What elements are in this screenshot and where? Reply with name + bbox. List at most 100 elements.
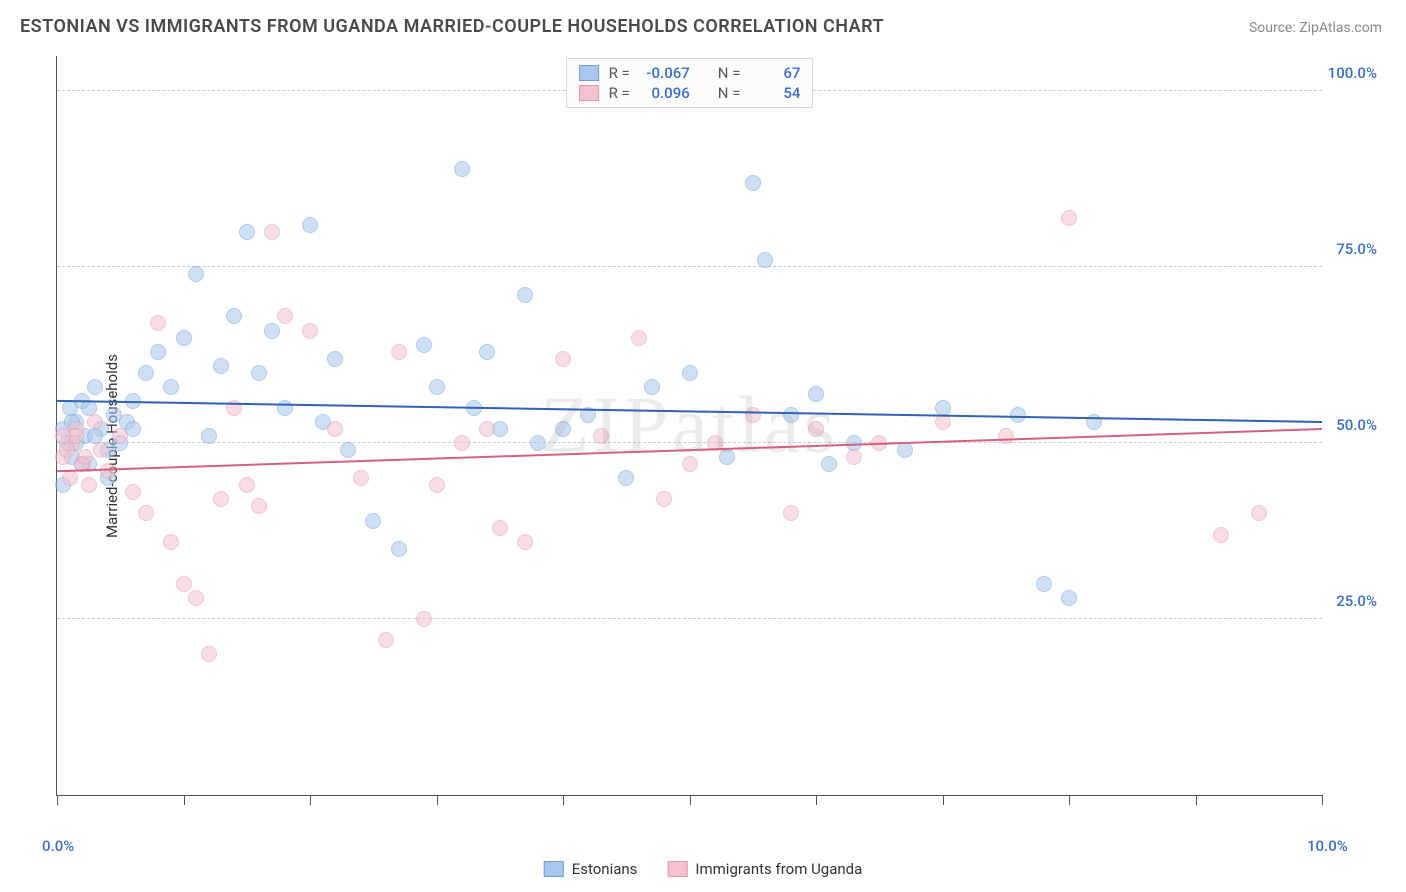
legend-item-series2: Immigrants from Uganda — [667, 860, 862, 878]
y-axis-label: 50.0% — [1336, 416, 1377, 434]
data-point — [93, 442, 109, 458]
stats-legend-box: R = -0.067 N = 67 R = 0.096 N = 54 — [566, 58, 814, 108]
x-axis-label: 10.0% — [1307, 837, 1348, 855]
data-point — [1061, 590, 1077, 606]
data-point — [757, 252, 773, 268]
data-point — [631, 330, 647, 346]
data-point — [745, 407, 761, 423]
chart-header: ESTONIAN VS IMMIGRANTS FROM UGANDA MARRI… — [0, 0, 1406, 45]
data-point — [365, 513, 381, 529]
data-point — [302, 217, 318, 233]
data-point — [656, 491, 672, 507]
x-tick — [57, 795, 58, 805]
data-point — [1251, 505, 1267, 521]
data-point — [201, 428, 217, 444]
x-tick — [563, 795, 564, 805]
data-point — [555, 351, 571, 367]
data-point — [226, 400, 242, 416]
data-point — [340, 442, 356, 458]
data-point — [580, 407, 596, 423]
legend-swatch-2 — [667, 861, 687, 877]
data-point — [783, 505, 799, 521]
data-point — [416, 611, 432, 627]
gridline — [57, 442, 1322, 443]
data-point — [821, 456, 837, 472]
data-point — [125, 484, 141, 500]
data-point — [188, 266, 204, 282]
chart-source: Source: ZipAtlas.com — [1249, 20, 1382, 36]
data-point — [530, 435, 546, 451]
data-point — [935, 414, 951, 430]
data-point — [163, 534, 179, 550]
stat-r-value-2: 0.096 — [640, 84, 690, 102]
data-point — [138, 365, 154, 381]
data-point — [846, 449, 862, 465]
stat-r-label-2: R = — [609, 84, 630, 102]
data-point — [719, 449, 735, 465]
data-point — [239, 477, 255, 493]
data-point — [62, 470, 78, 486]
data-point — [251, 498, 267, 514]
data-point — [479, 421, 495, 437]
data-point — [213, 358, 229, 374]
x-axis-label: 0.0% — [42, 837, 74, 855]
x-tick — [1069, 795, 1070, 805]
data-point — [454, 161, 470, 177]
x-tick — [943, 795, 944, 805]
swatch-series2 — [579, 85, 599, 101]
stat-n-value-2: 54 — [750, 84, 800, 102]
data-point — [264, 323, 280, 339]
data-point — [998, 428, 1014, 444]
data-point — [644, 379, 660, 395]
x-tick — [816, 795, 817, 805]
stats-row-series2: R = 0.096 N = 54 — [579, 83, 801, 103]
data-point — [429, 477, 445, 493]
x-tick — [690, 795, 691, 805]
data-point — [201, 646, 217, 662]
data-point — [416, 337, 432, 353]
data-point — [391, 541, 407, 557]
data-point — [226, 308, 242, 324]
x-tick — [184, 795, 185, 805]
trend-overlay — [57, 56, 1322, 795]
stat-n-label-2: N = — [718, 84, 741, 102]
data-point — [277, 308, 293, 324]
data-point — [125, 393, 141, 409]
data-point — [327, 351, 343, 367]
data-point — [150, 315, 166, 331]
x-tick — [310, 795, 311, 805]
data-point — [1061, 210, 1077, 226]
chart-title: ESTONIAN VS IMMIGRANTS FROM UGANDA MARRI… — [20, 16, 884, 37]
data-point — [783, 407, 799, 423]
data-point — [100, 463, 116, 479]
data-point — [188, 590, 204, 606]
trend-line — [57, 401, 1322, 422]
legend-label-1: Estonians — [572, 860, 638, 878]
data-point — [555, 421, 571, 437]
x-tick — [1196, 795, 1197, 805]
data-point — [176, 330, 192, 346]
legend-item-series1: Estonians — [544, 860, 638, 878]
data-point — [87, 379, 103, 395]
data-point — [251, 365, 267, 381]
data-point — [59, 442, 75, 458]
data-point — [1086, 414, 1102, 430]
data-point — [492, 520, 508, 536]
data-point — [81, 477, 97, 493]
data-point — [707, 435, 723, 451]
data-point — [327, 421, 343, 437]
data-point — [264, 224, 280, 240]
x-tick — [1322, 795, 1323, 805]
data-point — [163, 379, 179, 395]
data-point — [239, 224, 255, 240]
data-point — [808, 421, 824, 437]
data-point — [87, 414, 103, 430]
y-axis-label: 25.0% — [1336, 592, 1377, 610]
data-point — [353, 470, 369, 486]
data-point — [302, 323, 318, 339]
legend-label-2: Immigrants from Uganda — [695, 860, 862, 878]
data-point — [454, 435, 470, 451]
data-point — [682, 365, 698, 381]
y-axis-label: 75.0% — [1336, 240, 1377, 258]
data-point — [55, 428, 71, 444]
